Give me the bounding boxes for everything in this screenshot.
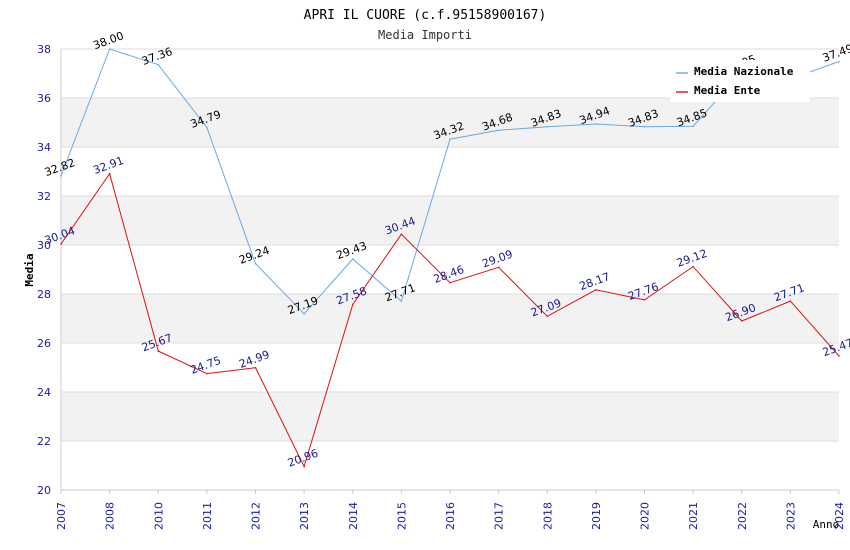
x-axis-label: Anno [813,518,840,531]
x-tick-label: 2012 [250,502,263,530]
data-point [351,303,354,306]
data-point [60,243,62,245]
y-tick-label: 22 [37,435,51,448]
data-point [60,175,62,177]
data-point [595,289,597,291]
data-point [108,48,111,50]
y-tick-label: 34 [37,141,51,154]
data-point [351,258,354,260]
data-point [497,266,500,269]
data-point [400,233,403,236]
legend-box [670,60,810,102]
grid-lines [61,48,839,491]
x-tick-label: 2011 [201,502,214,530]
data-point [643,299,646,301]
grid-band [61,196,839,245]
data-point [206,126,208,129]
data-point [108,172,111,175]
y-tick-labels: 20 22 24 26 28 30 32 34 36 38 [37,43,51,497]
x-tick-label: 2024 [833,502,846,530]
data-point [643,125,646,128]
y-tick-label: 36 [37,92,51,105]
x-tick-label: 2023 [784,502,797,530]
data-point [692,265,694,268]
x-tick-label: 2007 [55,502,68,530]
legend-entry-media-ente: Media Ente [694,84,761,97]
data-point [254,366,257,369]
data-point [740,320,743,322]
chart-title: APRI IL CUORE (c.f.95158900167) [304,8,547,23]
y-tick-label: 24 [37,386,51,399]
x-tick-label: 2014 [347,502,360,530]
data-point [303,465,305,468]
y-tick-label: 26 [37,337,51,350]
data-point [789,300,792,302]
data-point [157,63,160,66]
data-point [838,355,840,357]
data-point [449,138,451,140]
data-point [595,123,597,125]
y-tick-label: 28 [37,288,51,301]
x-tick-label: 2017 [493,502,506,530]
x-tick-label: 2021 [687,502,700,530]
data-point [838,60,840,63]
data-point [157,350,160,352]
x-tick-label: 2018 [541,502,554,530]
x-tick-label: 2020 [639,502,652,530]
x-tick-label: 2019 [590,502,603,530]
chart-subtitle: Media Importi [378,28,472,42]
data-point [546,125,549,128]
data-point [400,300,403,302]
y-tick-label: 20 [37,484,51,497]
y-tick-label: 32 [37,190,51,203]
x-tick-label: 2016 [444,502,457,530]
x-tick-label: 2010 [152,502,165,530]
data-point [303,313,305,315]
x-tick-labels: 2007 2008 2010 2011 2012 2013 2014 2015 2016 2017… [55,490,846,530]
x-tick-label: 2008 [104,502,117,530]
grid-band [61,392,839,441]
x-tick-label: 2013 [298,502,311,530]
legend-entry-media-nazionale: Media Nazionale [694,65,794,78]
grid-band [61,294,839,343]
data-point [497,129,500,132]
x-tick-label: 2022 [736,502,749,530]
data-point [206,372,208,375]
data-point [449,281,451,284]
data-point [546,315,549,318]
data-point [254,262,257,265]
y-axis-label: Media [23,253,36,286]
y-tick-label: 38 [37,43,51,56]
y-tick-label: 30 [37,239,51,252]
data-point [692,125,694,127]
x-tick-label: 2015 [395,502,408,530]
legend: Media Nazionale Media Ente [670,60,810,102]
